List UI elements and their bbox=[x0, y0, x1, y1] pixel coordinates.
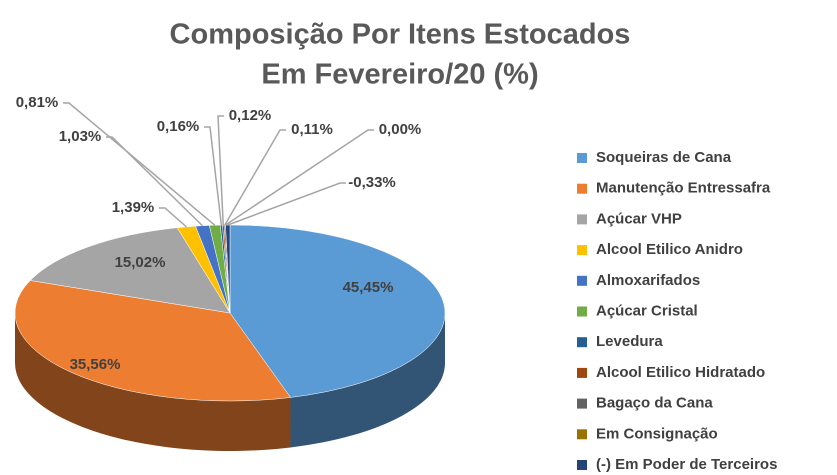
legend-swatch bbox=[577, 275, 587, 286]
data-label: 45,45% bbox=[343, 279, 394, 296]
data-label: 0,11% bbox=[291, 121, 333, 138]
legend-swatch bbox=[577, 245, 587, 256]
leader-line bbox=[63, 102, 216, 226]
pie-side bbox=[15, 313, 291, 452]
pie-side bbox=[290, 313, 445, 448]
data-label: 1,39% bbox=[112, 199, 155, 216]
legend-swatch bbox=[577, 429, 587, 440]
legend-label: Alcool Etilico Anidro bbox=[596, 241, 743, 258]
leader-line bbox=[106, 136, 203, 227]
legend-swatch bbox=[577, 398, 587, 409]
pie-slice bbox=[29, 227, 231, 314]
legend-label: Manutenção Entressafra bbox=[596, 180, 771, 197]
legend-swatch bbox=[577, 460, 587, 470]
leader-line bbox=[227, 182, 346, 226]
legend-label: (-) Em Poder de Terceiros bbox=[596, 456, 777, 473]
legend-label: Soqueiras de Cana bbox=[596, 149, 732, 166]
legend-label: Alcool Etilico Hidratado bbox=[596, 364, 765, 381]
pie-slice bbox=[14, 280, 291, 402]
legend-swatch bbox=[577, 214, 587, 225]
leader-line bbox=[217, 115, 224, 226]
legend-swatch bbox=[577, 306, 587, 317]
data-label: 35,56% bbox=[70, 356, 121, 373]
leader-line bbox=[225, 129, 374, 226]
data-label: 0,12% bbox=[229, 107, 272, 124]
leader-line bbox=[159, 207, 187, 228]
data-label: -0,33% bbox=[348, 174, 396, 191]
legend-label: Bagaço da Cana bbox=[596, 395, 713, 412]
legend-label: Levedura bbox=[596, 333, 663, 350]
data-label: 0,00% bbox=[379, 121, 422, 138]
legend-label: Em Consignação bbox=[596, 425, 718, 442]
legend-swatch bbox=[577, 153, 587, 163]
legend-swatch bbox=[577, 337, 587, 348]
legend-label: Açúcar VHP bbox=[596, 210, 682, 227]
data-label: 0,81% bbox=[16, 94, 59, 111]
chart-subtitle: Em Fevereiro/20 (%) bbox=[261, 59, 538, 91]
legend-swatch bbox=[577, 367, 587, 378]
legend-label: Almoxarifados bbox=[596, 272, 700, 289]
leader-line bbox=[224, 129, 286, 226]
chart-title: Composição Por Itens Estocados bbox=[170, 19, 631, 51]
legend-swatch bbox=[577, 183, 587, 194]
data-label: 1,03% bbox=[59, 128, 102, 145]
data-label: 15,02% bbox=[115, 254, 166, 271]
legend-label: Açúcar Cristal bbox=[596, 302, 698, 319]
leader-line bbox=[204, 126, 223, 226]
data-label: 0,16% bbox=[157, 118, 200, 135]
pie-slice bbox=[229, 224, 446, 398]
